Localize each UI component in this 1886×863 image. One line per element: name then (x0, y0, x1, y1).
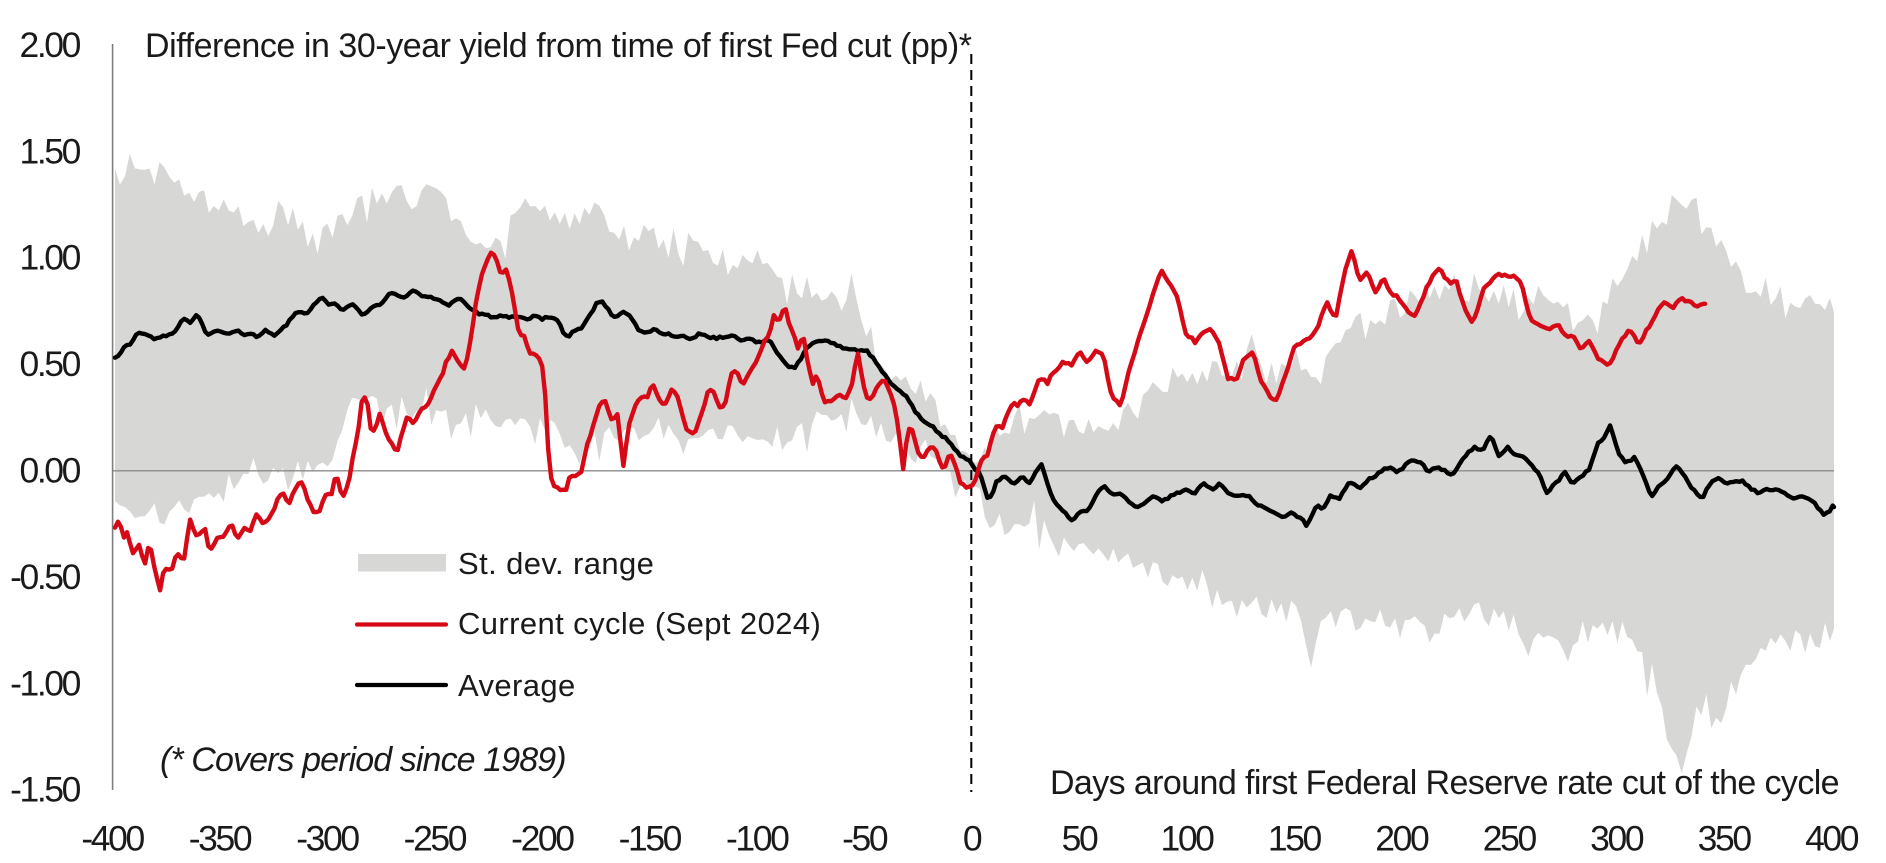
svg-text:-50: -50 (842, 819, 888, 859)
svg-text:-150: -150 (619, 819, 682, 859)
svg-text:100: 100 (1160, 819, 1214, 859)
svg-text:-400: -400 (81, 819, 144, 859)
svg-text:350: 350 (1698, 819, 1752, 859)
svg-text:(* Covers period since 1989): (* Covers period since 1989) (160, 741, 566, 779)
svg-text:-1.50: -1.50 (10, 770, 81, 810)
svg-text:-350: -350 (189, 819, 252, 859)
svg-text:Difference in 30-year yield fr: Difference in 30-year yield from time of… (145, 27, 972, 65)
svg-text:-300: -300 (296, 819, 359, 859)
svg-text:-100: -100 (726, 819, 789, 859)
svg-text:-200: -200 (511, 819, 574, 859)
svg-text:250: 250 (1483, 819, 1537, 859)
svg-text:Current cycle (Sept 2024): Current cycle (Sept 2024) (458, 606, 821, 641)
svg-text:150: 150 (1268, 819, 1322, 859)
svg-text:1.00: 1.00 (20, 238, 81, 278)
svg-text:0.00: 0.00 (20, 451, 81, 491)
svg-text:200: 200 (1375, 819, 1429, 859)
svg-text:Days around first Federal Rese: Days around first Federal Reserve rate c… (1050, 764, 1839, 802)
svg-text:0: 0 (963, 819, 982, 859)
svg-text:St. dev. range: St. dev. range (458, 546, 654, 581)
svg-text:0.50: 0.50 (20, 344, 81, 384)
svg-text:50: 50 (1062, 819, 1098, 859)
svg-text:400: 400 (1805, 819, 1859, 859)
svg-text:Average: Average (458, 668, 576, 703)
svg-text:2.00: 2.00 (20, 25, 81, 65)
svg-text:-1.00: -1.00 (10, 663, 81, 703)
svg-text:-0.50: -0.50 (10, 557, 81, 597)
svg-text:1.50: 1.50 (20, 131, 81, 171)
svg-text:-250: -250 (404, 819, 467, 859)
svg-text:300: 300 (1590, 819, 1644, 859)
